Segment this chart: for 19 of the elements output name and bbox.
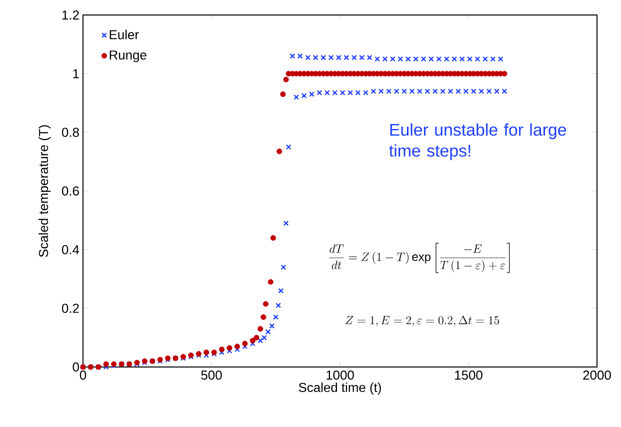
y-tick-label: 0.6 xyxy=(62,186,79,196)
annotation: $Z=1,E=2,\varepsilon=0.2,\Delta t=15$ xyxy=(346,316,500,326)
x-tick-label: 1500 xyxy=(455,370,482,380)
y-tick-label: 1.2 xyxy=(62,10,79,20)
legend-label: Runge xyxy=(110,50,146,62)
x-axis-title: Scaled time (t) xyxy=(298,382,381,395)
y-tick-label: 0.2 xyxy=(62,304,79,313)
annotation: $\frac{dT}{dt}=Z\left(1-T\right)\exp\left[\frac{-E}{T\left(1-\varepsilon\right)+\varepsilon}\right]$ xyxy=(329,242,510,273)
y-tick-label: 0.4 xyxy=(62,245,80,254)
x-tick-label: 500 xyxy=(201,370,222,380)
y-tick-label: 0.8 xyxy=(62,128,79,137)
y-axis-title: Scaled temperature (T) xyxy=(38,125,51,257)
y-tick-label: 0 xyxy=(72,362,79,372)
x-tick-label: 1000 xyxy=(326,370,354,380)
x-tick-label: 2000 xyxy=(583,370,611,380)
annotation: Euler unstable for large time steps! xyxy=(389,123,566,160)
legend-label: Euler xyxy=(110,30,139,40)
y-tick-label: 1 xyxy=(73,69,79,78)
x-tick-label: 0 xyxy=(80,370,86,380)
